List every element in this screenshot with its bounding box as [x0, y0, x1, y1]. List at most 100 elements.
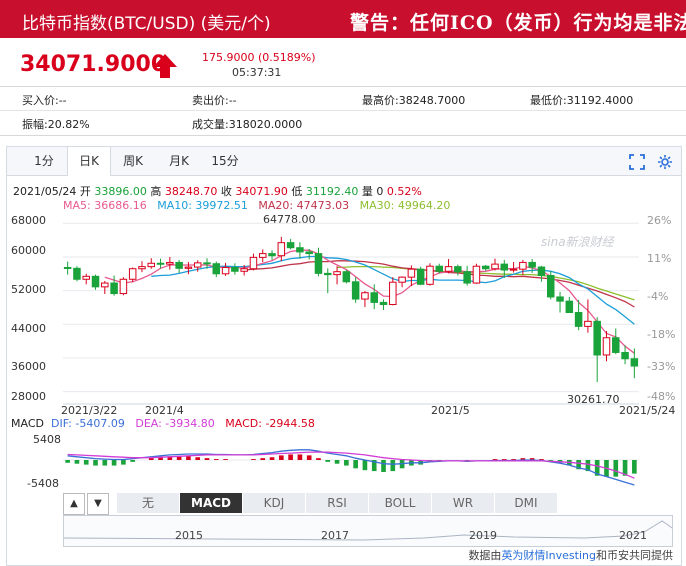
title-bar: 比特币指数(BTC/USD) (美元/个) 警告：任何ICO（发币）行为均是非法	[0, 0, 686, 38]
candle-body-47	[501, 264, 508, 270]
current-price: 34071.9000	[20, 52, 166, 77]
candle-body-36	[399, 277, 406, 282]
x-tick-3: 2021/5/24	[619, 404, 675, 417]
indicator-boll[interactable]: BOLL	[369, 493, 432, 513]
candle-body-25	[297, 248, 304, 252]
candle-body-0	[64, 267, 71, 268]
chart-panel: 1分 日K 周K 月K 15分 2021/05/24 开 33896.00 高 …	[6, 146, 682, 566]
candle-body-15	[204, 263, 211, 264]
ma20-value: MA20: 47473.03	[258, 199, 349, 212]
range-navigator[interactable]	[63, 515, 673, 547]
quote-row: 34071.9000 175.9000 (0.5189%) 05:37:31	[0, 40, 686, 86]
candle-body-10	[157, 263, 164, 264]
nav-year-2021: 2021	[619, 529, 647, 542]
price-change: 175.9000 (0.5189%)	[202, 51, 316, 64]
ma30-line	[337, 267, 634, 300]
low-price: 最低价:31192.4000	[530, 92, 633, 108]
candle-body-30	[343, 272, 350, 282]
y-tick-5: 28000	[11, 390, 46, 403]
quote-info-table: 买入价:-- 卖出价:-- 最高价:38248.7000 最低价:31192.4…	[0, 86, 686, 136]
x-tick-1: 2021/4	[145, 404, 184, 417]
candle-body-26	[306, 252, 313, 254]
macd-title: MACD	[11, 417, 44, 430]
fullscreen-icon[interactable]	[629, 154, 645, 170]
tab-daily[interactable]: 日K	[67, 147, 111, 176]
candle-body-2	[83, 276, 90, 279]
candle-body-39	[427, 266, 434, 284]
y-tick-4: 36000	[11, 360, 46, 373]
peak-label: 64778.00	[263, 213, 316, 226]
indicator-rsi[interactable]: RSI	[306, 493, 369, 513]
indicator-macd[interactable]: MACD	[180, 493, 243, 513]
x-tick-2: 2021/5	[431, 404, 470, 417]
candle-body-38	[417, 269, 424, 284]
candle-body-22	[269, 254, 276, 256]
ohlc-pct: 0.52%	[387, 185, 422, 198]
candle-body-46	[492, 264, 499, 269]
macd-dif-line	[68, 450, 635, 485]
candle-body-45	[482, 266, 489, 269]
tab-weekly[interactable]: 周K	[115, 147, 151, 175]
ma5-value: MA5: 36686.16	[63, 199, 147, 212]
candle-body-32	[362, 293, 369, 299]
ask-price: 卖出价:--	[192, 92, 237, 108]
nav-year-2015: 2015	[175, 529, 203, 542]
candle-body-58	[603, 338, 610, 355]
candle-body-57	[594, 321, 601, 355]
candle-body-3	[92, 276, 99, 287]
macd-value: MACD: -2944.58	[225, 417, 315, 430]
pct-tick-0: 26%	[647, 214, 671, 227]
candle-body-31	[352, 282, 359, 299]
candle-body-14	[194, 263, 201, 267]
y-tick-2: 52000	[11, 283, 46, 296]
indicator-dmi[interactable]: DMI	[495, 493, 558, 513]
high-price: 最高价:38248.7000	[362, 92, 465, 108]
macd-ytop: 5408	[33, 433, 61, 446]
indicator-wr[interactable]: WR	[432, 493, 495, 513]
x-tick-0: 2021/3/22	[61, 404, 117, 417]
candle-body-7	[129, 269, 136, 280]
y-tick-3: 44000	[11, 322, 46, 335]
y-tick-1: 60000	[11, 244, 46, 257]
tab-1min[interactable]: 1分	[27, 147, 61, 175]
candle-body-40	[436, 266, 443, 271]
candle-body-20	[250, 257, 257, 268]
candle-body-51	[538, 267, 545, 275]
candle-body-19	[241, 269, 248, 272]
y-tick-0: 68000	[11, 214, 46, 227]
candle-body-13	[185, 267, 192, 268]
indicator-kdj[interactable]: KDJ	[243, 493, 306, 513]
candle-body-56	[585, 321, 592, 326]
macd-legend: MACD DIF: -5407.09 DEA: -3934.80 MACD: -…	[11, 417, 315, 430]
candle-body-1	[74, 268, 81, 279]
candle-body-34	[380, 302, 387, 304]
macd-dif: DIF: -5407.09	[51, 417, 125, 430]
indicator-none[interactable]: 无	[117, 493, 180, 513]
candle-body-50	[529, 262, 536, 267]
candle-body-6	[120, 279, 127, 293]
candle-body-5	[111, 283, 118, 294]
tab-monthly[interactable]: 月K	[159, 147, 199, 175]
ohlc-readout: 2021/05/24 开 33896.00 高 38248.70 收 34071…	[13, 183, 422, 199]
candle-body-23	[278, 243, 285, 256]
candle-body-29	[334, 272, 341, 275]
candle-body-48	[510, 269, 517, 270]
candle-body-37	[408, 269, 415, 277]
ma-legend: MA5: 36686.16 MA10: 39972.51 MA20: 47473…	[63, 199, 450, 212]
ma20-line	[244, 261, 634, 307]
candle-body-24	[287, 243, 294, 248]
ma10-value: MA10: 39972.51	[157, 199, 248, 212]
scroll-right-button[interactable]: ▼	[87, 493, 109, 515]
settings-icon[interactable]	[657, 154, 673, 170]
scroll-left-button[interactable]: ▲	[63, 493, 85, 515]
tab-15min[interactable]: 15分	[205, 147, 245, 175]
candle-body-27	[315, 254, 322, 274]
trough-label: 30261.70	[567, 393, 620, 406]
pct-tick-4: -33%	[647, 360, 675, 373]
volume: 成交量:318020.0000	[192, 116, 302, 132]
source-link[interactable]: 英为财情Investing	[501, 549, 596, 562]
pct-tick-5: -48%	[647, 390, 675, 403]
candle-body-54	[566, 301, 573, 312]
macd-dea: DEA: -3934.80	[135, 417, 214, 430]
ohlc-date: 2021/05/24	[13, 185, 76, 198]
